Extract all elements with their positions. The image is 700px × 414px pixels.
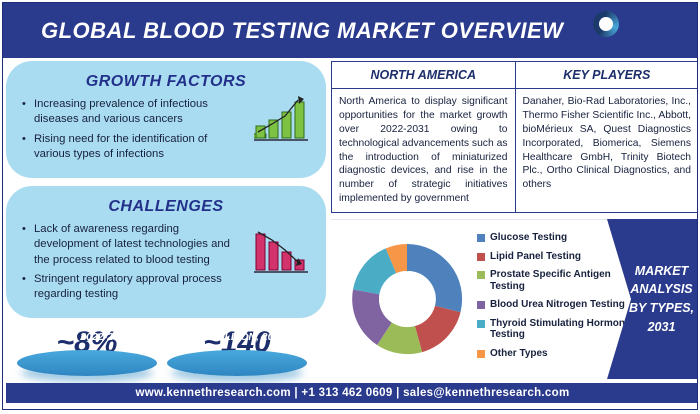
growth-factors-title: GROWTH FACTORS bbox=[22, 73, 310, 91]
market-donut-chart bbox=[337, 229, 477, 369]
header-bar: GLOBAL BLOOD TESTING MARKET OVERVIEW KEN… bbox=[3, 3, 697, 58]
challenges-box: CHALLENGES Lack of awareness regarding d… bbox=[6, 186, 326, 318]
stat-cagr: ~8% CAGR, 2022-2031 bbox=[12, 326, 162, 376]
growth-factor-item: Rising need for the identification of va… bbox=[22, 132, 240, 163]
legend-swatch-thyroid bbox=[477, 320, 485, 328]
growth-chart-icon bbox=[252, 94, 314, 146]
key-players-column: KEY PLAYERS Danaher, Bio-Rad Laboratorie… bbox=[516, 62, 699, 212]
right-column: NORTH AMERICA North America to display s… bbox=[331, 61, 698, 379]
header-chevron-shape: GLOBAL BLOOD TESTING MARKET OVERVIEW bbox=[3, 3, 641, 58]
stat-cagr-cylinder: CAGR, 2022-2031 bbox=[17, 350, 157, 376]
footer-phone[interactable]: +1 313 462 0609 bbox=[301, 387, 392, 399]
legend-swatch-glucose bbox=[477, 234, 485, 242]
legend-swatch-other bbox=[477, 350, 485, 358]
key-players-text: Danaher, Bio-Rad Laboratories, Inc., The… bbox=[516, 89, 699, 198]
footer-bar: www.kennethresearch.com | +1 313 462 060… bbox=[6, 383, 698, 403]
footer-website[interactable]: www.kennethresearch.com bbox=[136, 387, 291, 399]
logo-line1: KENNETH bbox=[625, 12, 687, 24]
infographic-page: GLOBAL BLOOD TESTING MARKET OVERVIEW KEN… bbox=[2, 2, 698, 410]
logo-icon bbox=[593, 11, 619, 37]
info-table: NORTH AMERICA North America to display s… bbox=[331, 61, 698, 213]
key-players-title: KEY PLAYERS bbox=[516, 62, 699, 89]
logo-line2: RESEARCH bbox=[625, 24, 687, 36]
stats-row: ~8% CAGR, 2022-2031 ~140 USD BILLION, 20… bbox=[6, 326, 326, 376]
growth-factors-box: GROWTH FACTORS Increasing prevalence of … bbox=[6, 61, 326, 178]
left-column: GROWTH FACTORS Increasing prevalence of … bbox=[6, 61, 326, 376]
legend-swatch-prostate bbox=[477, 271, 485, 279]
footer-email[interactable]: sales@kennethresearch.com bbox=[403, 387, 569, 399]
chart-inner-panel: Glucose Testing Lipid Panel Testing Pros… bbox=[331, 219, 631, 379]
legend-swatch-lipid bbox=[477, 253, 485, 261]
challenges-chart-icon bbox=[252, 226, 314, 278]
north-america-column: NORTH AMERICA North America to display s… bbox=[332, 62, 516, 212]
stat-billion-label: USD BILLION, 2031 bbox=[167, 331, 307, 343]
stat-billion-cylinder: USD BILLION, 2031 bbox=[167, 350, 307, 376]
legend-item-bun: Blood Urea Nitrogen Testing bbox=[477, 299, 631, 311]
legend-item-glucose: Glucose Testing bbox=[477, 232, 631, 244]
market-analysis-label: MARKET ANALYSIS BY TYPES, 2031 bbox=[624, 219, 698, 379]
challenge-item: Stringent regulatory approval process re… bbox=[22, 272, 240, 303]
legend-item-other: Other Types bbox=[477, 348, 631, 360]
stat-cagr-label: CAGR, 2022-2031 bbox=[17, 331, 157, 343]
challenges-title: CHALLENGES bbox=[22, 198, 310, 216]
chart-panel: Glucose Testing Lipid Panel Testing Pros… bbox=[331, 219, 698, 379]
page-title: GLOBAL BLOOD TESTING MARKET OVERVIEW bbox=[41, 18, 563, 44]
kenneth-research-logo: KENNETH RESEARCH bbox=[593, 11, 687, 37]
stat-billion: ~140 USD BILLION, 2031 bbox=[162, 326, 312, 376]
chart-legend: Glucose Testing Lipid Panel Testing Pros… bbox=[477, 232, 631, 366]
growth-factor-item: Increasing prevalence of infectious dise… bbox=[22, 97, 240, 128]
legend-swatch-bun bbox=[477, 301, 485, 309]
north-america-text: North America to display significant opp… bbox=[332, 89, 515, 212]
north-america-title: NORTH AMERICA bbox=[332, 62, 515, 89]
legend-item-thyroid: Thyroid Stimulating Hormone Testing bbox=[477, 318, 631, 341]
legend-item-prostate: Prostate Specific Antigen Testing bbox=[477, 269, 631, 292]
challenge-item: Lack of awareness regarding development … bbox=[22, 222, 240, 268]
legend-item-lipid: Lipid Panel Testing bbox=[477, 251, 631, 263]
